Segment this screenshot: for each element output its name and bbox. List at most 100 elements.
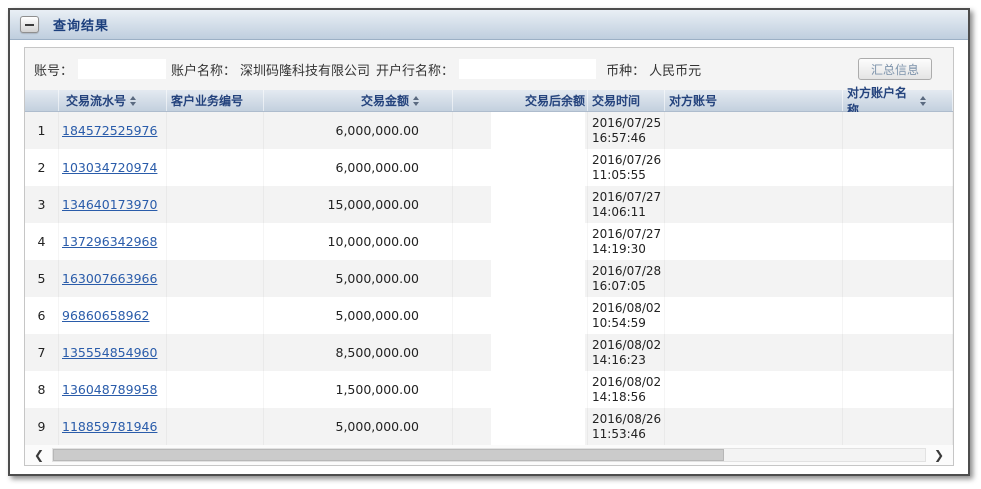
amount-cell: 8,500,000.00 bbox=[264, 334, 453, 371]
col-counterparty-name[interactable]: 对方账户名称 bbox=[843, 86, 953, 117]
business-no-cell bbox=[167, 186, 264, 223]
col-counterparty-account: 对方账号 bbox=[665, 90, 843, 111]
col-balance-label: 交易后余额 bbox=[524, 94, 585, 108]
balance-redaction bbox=[491, 223, 585, 260]
panel-title-bar: 查询结果 bbox=[10, 10, 968, 40]
balance-redaction bbox=[491, 408, 585, 445]
counterparty-name-cell bbox=[843, 408, 953, 445]
counterparty-name-cell bbox=[843, 371, 953, 408]
counterparty-account-cell bbox=[665, 408, 843, 445]
business-no-cell bbox=[167, 260, 264, 297]
sort-icon bbox=[920, 95, 926, 106]
table-row: 2 103034720974 6,000,000.00 2016/07/26 1… bbox=[25, 149, 953, 186]
balance-redaction bbox=[491, 371, 585, 408]
scrollbar-thumb[interactable] bbox=[53, 449, 725, 461]
transaction-serial-link[interactable]: 184572525976 bbox=[62, 123, 158, 138]
currency-value: 人民币元 bbox=[649, 63, 702, 79]
balance-cell bbox=[453, 223, 588, 260]
time-cell: 2016/08/02 10:54:59 bbox=[588, 297, 665, 334]
transaction-date: 2016/08/02 bbox=[592, 300, 662, 315]
col-business-no: 客户业务编号 bbox=[167, 90, 264, 111]
query-result-panel: 查询结果 账号： 账户名称： 深圳码隆科技有限公司 开户行名称： 币种： 人民币… bbox=[8, 8, 970, 476]
transaction-serial-link[interactable]: 96860658962 bbox=[62, 308, 150, 323]
col-business-no-label: 客户业务编号 bbox=[171, 94, 244, 108]
row-number: 4 bbox=[25, 223, 59, 260]
transaction-serial-link[interactable]: 135554854960 bbox=[62, 345, 158, 360]
balance-cell bbox=[453, 371, 588, 408]
counterparty-account-cell bbox=[665, 334, 843, 371]
transaction-time: 14:16:23 bbox=[592, 352, 646, 367]
transaction-date: 2016/07/26 bbox=[592, 152, 662, 167]
counterparty-name-cell bbox=[843, 223, 953, 260]
business-no-cell bbox=[167, 408, 264, 445]
counterparty-account-cell bbox=[665, 223, 843, 260]
col-time: 交易时间 bbox=[588, 90, 665, 111]
amount-cell: 15,000,000.00 bbox=[264, 186, 453, 223]
col-serial[interactable]: 交易流水号 bbox=[59, 90, 167, 111]
counterparty-name-cell bbox=[843, 334, 953, 371]
transaction-date: 2016/07/25 bbox=[592, 115, 662, 130]
counterparty-account-cell bbox=[665, 186, 843, 223]
time-cell: 2016/07/27 14:19:30 bbox=[588, 223, 665, 260]
row-number: 1 bbox=[25, 112, 59, 149]
transaction-serial-link[interactable]: 137296342968 bbox=[62, 234, 158, 249]
business-no-cell bbox=[167, 371, 264, 408]
horizontal-scrollbar[interactable]: ❮ ❯ bbox=[25, 445, 953, 465]
col-row-number bbox=[25, 90, 59, 111]
scrollbar-track[interactable] bbox=[52, 448, 926, 462]
table-row: 9 118859781946 5,000,000.00 2016/08/26 1… bbox=[25, 408, 953, 445]
amount-cell: 5,000,000.00 bbox=[264, 260, 453, 297]
business-no-cell bbox=[167, 297, 264, 334]
balance-redaction bbox=[491, 149, 585, 186]
balance-redaction bbox=[491, 186, 585, 223]
business-no-cell bbox=[167, 149, 264, 186]
table-row: 7 135554854960 8,500,000.00 2016/08/02 1… bbox=[25, 334, 953, 371]
transaction-serial-link[interactable]: 134640173970 bbox=[62, 197, 158, 212]
balance-cell bbox=[453, 186, 588, 223]
page-title: 查询结果 bbox=[53, 19, 110, 34]
balance-redaction bbox=[491, 297, 585, 334]
transaction-serial-link[interactable]: 118859781946 bbox=[62, 419, 158, 434]
row-number: 2 bbox=[25, 149, 59, 186]
transaction-time: 16:57:46 bbox=[592, 130, 646, 145]
sort-icon bbox=[130, 95, 137, 106]
col-amount[interactable]: 交易金额 bbox=[264, 90, 453, 111]
counterparty-account-cell bbox=[665, 149, 843, 186]
amount-cell: 5,000,000.00 bbox=[264, 408, 453, 445]
transaction-date: 2016/07/27 bbox=[592, 226, 662, 241]
transaction-date: 2016/08/26 bbox=[592, 411, 662, 426]
transaction-date: 2016/07/28 bbox=[592, 263, 662, 278]
collapse-button[interactable] bbox=[20, 16, 39, 33]
time-cell: 2016/08/02 14:18:56 bbox=[588, 371, 665, 408]
row-number: 3 bbox=[25, 186, 59, 223]
transaction-serial-link[interactable]: 103034720974 bbox=[62, 160, 158, 175]
summary-info-button[interactable]: 汇总信息 bbox=[857, 58, 932, 80]
counterparty-account-cell bbox=[665, 297, 843, 334]
transaction-serial-link[interactable]: 136048789958 bbox=[62, 382, 158, 397]
transaction-time: 14:06:11 bbox=[592, 204, 646, 219]
time-cell: 2016/07/26 11:05:55 bbox=[588, 149, 665, 186]
time-cell: 2016/08/02 14:16:23 bbox=[588, 334, 665, 371]
balance-cell bbox=[453, 334, 588, 371]
amount-cell: 5,000,000.00 bbox=[264, 297, 453, 334]
balance-cell bbox=[453, 408, 588, 445]
account-name-value: 深圳码隆科技有限公司 bbox=[240, 63, 371, 79]
transaction-time: 14:19:30 bbox=[592, 241, 646, 256]
col-serial-label: 交易流水号 bbox=[66, 94, 127, 108]
scroll-right-icon[interactable]: ❯ bbox=[933, 448, 945, 462]
panel-content: 账号： 账户名称： 深圳码隆科技有限公司 开户行名称： 币种： 人民币元 汇总信… bbox=[10, 40, 968, 474]
amount-cell: 10,000,000.00 bbox=[264, 223, 453, 260]
balance-redaction bbox=[491, 112, 585, 149]
scroll-left-icon[interactable]: ❮ bbox=[33, 448, 45, 462]
balance-redaction bbox=[491, 260, 585, 297]
counterparty-name-cell bbox=[843, 112, 953, 149]
transaction-time: 10:54:59 bbox=[592, 315, 646, 330]
col-time-label: 交易时间 bbox=[592, 94, 641, 108]
col-counterparty-account-label: 对方账号 bbox=[669, 94, 718, 108]
counterparty-name-cell bbox=[843, 149, 953, 186]
table-row: 1 184572525976 6,000,000.00 2016/07/25 1… bbox=[25, 112, 953, 149]
transaction-serial-link[interactable]: 163007663966 bbox=[62, 271, 158, 286]
transaction-time: 14:18:56 bbox=[592, 389, 646, 404]
counterparty-account-cell bbox=[665, 112, 843, 149]
sort-icon bbox=[413, 95, 419, 106]
